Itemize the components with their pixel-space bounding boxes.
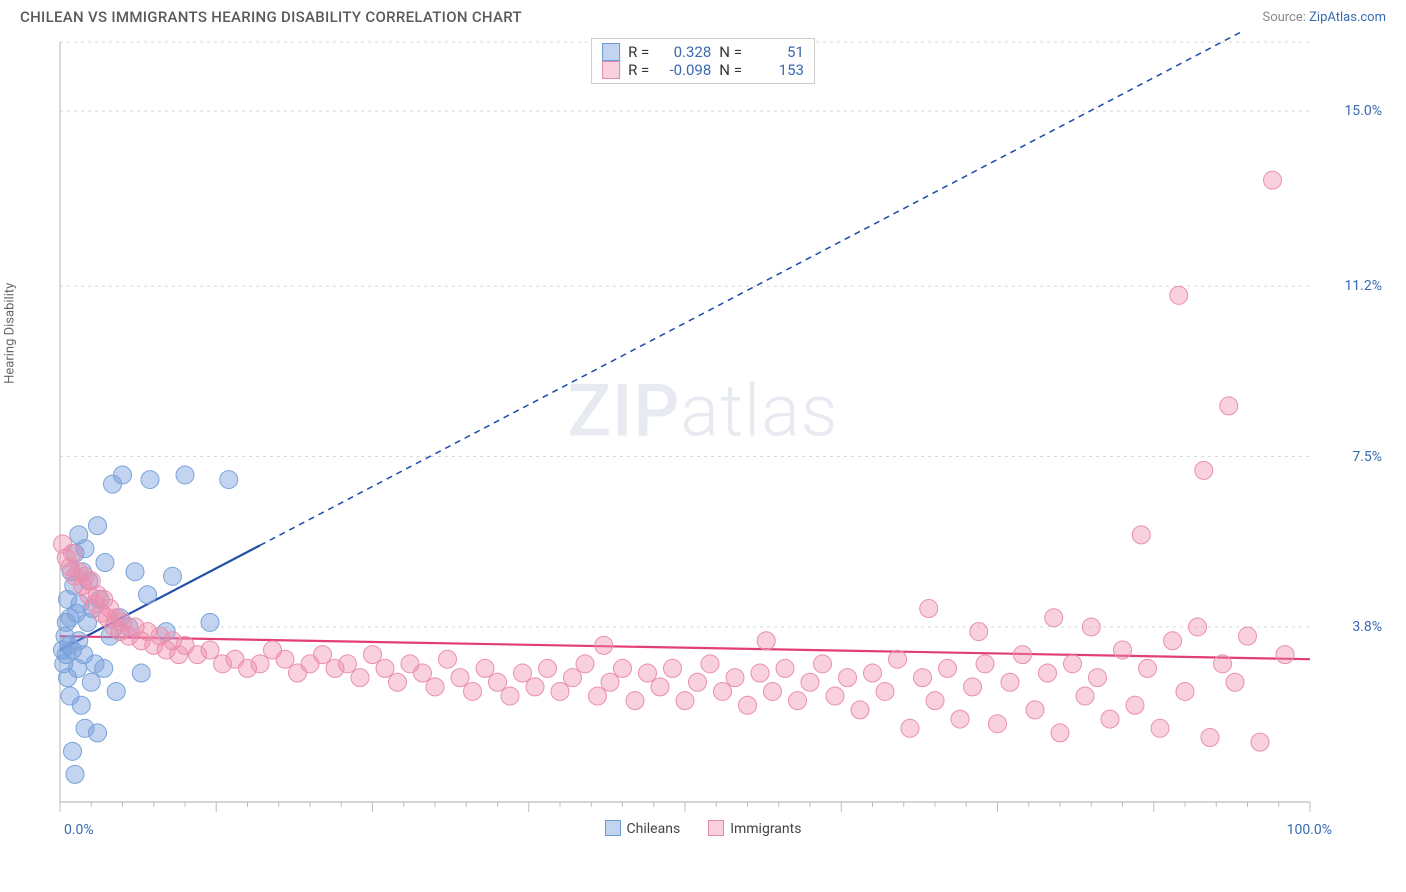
r-label: R = [628, 43, 649, 61]
scatter-chart [20, 32, 1360, 822]
r-label: R = [628, 61, 649, 79]
swatch-immigrants-icon [708, 820, 724, 836]
legend-label-immigrants: Immigrants [730, 821, 801, 837]
series-legend: Chileans Immigrants [0, 820, 1406, 837]
source-link[interactable]: ZipAtlas.com [1309, 10, 1386, 25]
legend-label-chileans: Chileans [627, 821, 681, 837]
y-tick-label: 15.0% [1344, 103, 1382, 119]
y-tick-label: 11.2% [1344, 278, 1382, 294]
x-min-label: 0.0% [64, 822, 94, 838]
legend-item-immigrants: Immigrants [708, 820, 801, 837]
n-label: N = [719, 61, 742, 79]
r-value-immigrants: -0.098 [657, 61, 711, 79]
swatch-chileans [602, 43, 620, 61]
chart-container: Hearing Disability ZIPatlas 3.8%7.5%11.2… [20, 32, 1386, 822]
x-max-label: 100.0% [1287, 822, 1332, 838]
y-tick-label: 7.5% [1352, 449, 1382, 465]
n-value-immigrants: 153 [750, 61, 804, 79]
correlation-row-chileans: R = 0.328 N = 51 [602, 43, 804, 61]
r-value-chileans: 0.328 [657, 43, 711, 61]
n-label: N = [719, 43, 742, 61]
source-attribution: Source: ZipAtlas.com [1262, 10, 1386, 25]
swatch-immigrants [602, 61, 620, 79]
correlation-row-immigrants: R = -0.098 N = 153 [602, 61, 804, 79]
swatch-chileans-icon [605, 820, 621, 836]
correlation-legend-box: R = 0.328 N = 51 R = -0.098 N = 153 [591, 38, 815, 84]
legend-item-chileans: Chileans [605, 820, 681, 837]
n-value-chileans: 51 [750, 43, 804, 61]
chart-title: CHILEAN VS IMMIGRANTS HEARING DISABILITY… [20, 8, 522, 26]
y-tick-label: 3.8% [1352, 619, 1382, 635]
source-prefix: Source: [1262, 10, 1309, 25]
y-axis-label: Hearing Disability [3, 283, 18, 384]
